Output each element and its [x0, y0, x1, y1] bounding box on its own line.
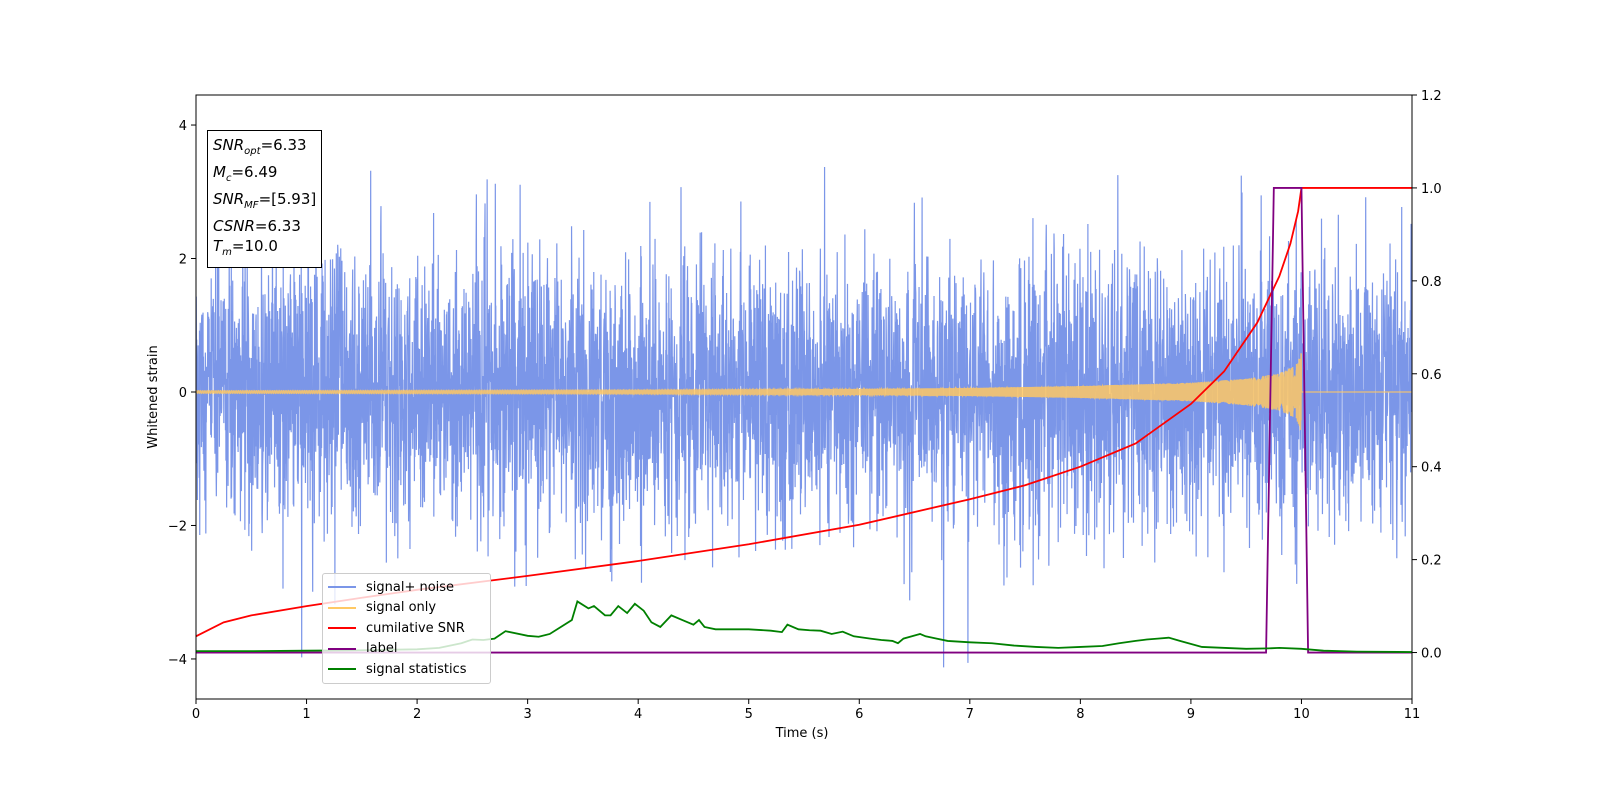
y-right-tick-label: 0.4: [1421, 461, 1442, 476]
y-axis-label: Whitened strain: [146, 345, 161, 448]
y-right-tick-label: 0.6: [1421, 368, 1442, 383]
series-label: [196, 187, 1412, 654]
legend-item-label: label: [328, 639, 485, 660]
snr-mf-value: =[5.93]: [258, 190, 317, 208]
legend-label: signal+ noise: [366, 579, 455, 595]
legend: signal+ noise signal only cumilative SNR…: [322, 573, 491, 684]
mc-symbol: M: [213, 163, 226, 181]
mc-subscript: c: [225, 173, 232, 184]
x-tick-label: 4: [634, 707, 642, 722]
x-tick-label: 11: [1404, 707, 1421, 722]
legend-label: signal statistics: [366, 661, 467, 677]
y-right-tick-label: 0.2: [1421, 554, 1442, 569]
legend-swatch: [328, 627, 356, 630]
snr-mf-subscript: MF: [244, 200, 259, 211]
parameter-annotation-box: SNRopt=6.33 Mc=6.49 SNRMF=[5.93] CSNR=6.…: [207, 130, 323, 268]
y-right-tick-label: 1.2: [1421, 89, 1442, 104]
mc-value: =6.49: [231, 163, 278, 181]
legend-item-cumulative-snr: cumilative SNR: [328, 618, 485, 639]
x-tick-label: 5: [745, 707, 753, 722]
legend-item-signal-plus-noise: signal+ noise: [328, 577, 485, 598]
snr-mf-row: SNRMF=[5.93]: [213, 189, 316, 216]
legend-label: cumilative SNR: [366, 620, 465, 636]
y-left-tick-label: −2: [168, 519, 187, 534]
series-signal-statistics: [196, 600, 1412, 653]
y-left-tick-label: 4: [179, 119, 187, 134]
tm-row: Tm=10.0: [213, 236, 316, 263]
x-tick-label: 7: [966, 707, 974, 722]
x-tick-label: 9: [1187, 707, 1195, 722]
legend-swatch: [328, 586, 356, 589]
x-tick-label: 10: [1293, 707, 1310, 722]
csnr-row: CSNR=6.33: [213, 216, 316, 236]
x-tick-label: 1: [302, 707, 310, 722]
legend-item-signal-statistics: signal statistics: [328, 659, 485, 680]
tm-symbol: T: [213, 237, 223, 255]
x-tick-label: 6: [855, 707, 863, 722]
x-tick-label: 0: [192, 707, 200, 722]
snr-opt-value: =6.33: [260, 136, 307, 154]
y-right-tick-label: 1.0: [1421, 182, 1442, 197]
y-right-tick-label: 0.8: [1421, 275, 1442, 290]
y-right-tick-label: 0.0: [1421, 647, 1442, 662]
legend-item-signal-only: signal only: [328, 598, 485, 619]
x-axis: 0 1 2 3 4 5 6 7 8 9 10 11: [192, 699, 1420, 722]
csnr-symbol: CSNR: [213, 217, 255, 235]
x-tick-label: 8: [1076, 707, 1084, 722]
y-left-tick-label: 2: [179, 253, 187, 268]
legend-swatch: [328, 668, 356, 671]
y-left-tick-label: 0: [179, 386, 187, 401]
series-signal-only: [196, 353, 1412, 431]
x-tick-label: 3: [523, 707, 531, 722]
legend-label: signal only: [366, 600, 437, 616]
tm-subscript: m: [222, 247, 232, 258]
legend-label: label: [366, 641, 398, 657]
legend-swatch: [328, 606, 356, 609]
snr-opt-subscript: opt: [244, 146, 261, 157]
csnr-value: =6.33: [254, 217, 301, 235]
legend-swatch: [328, 647, 356, 650]
x-tick-label: 2: [413, 707, 421, 722]
mc-row: Mc=6.49: [213, 162, 316, 189]
snr-mf-symbol: SNR: [213, 190, 245, 208]
y-axis-left: −4 −2 0 2 4: [168, 119, 196, 668]
y-axis-right: 0.0 0.2 0.4 0.6 0.8 1.0 1.2: [1412, 89, 1442, 662]
series-signal-plus-noise: [196, 167, 1412, 668]
snr-opt-row: SNRopt=6.33: [213, 135, 316, 162]
snr-opt-symbol: SNR: [213, 136, 245, 154]
y-left-tick-label: −4: [168, 653, 187, 668]
x-axis-label: Time (s): [775, 726, 829, 741]
tm-value: =10.0: [231, 237, 278, 255]
plot-frame: [195, 94, 1413, 700]
